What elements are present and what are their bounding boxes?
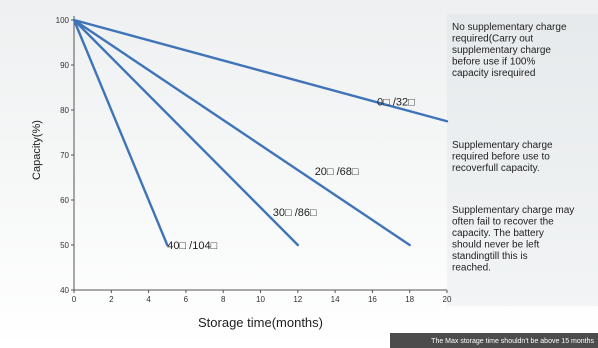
annotation-note: No supplementary charge required(Carry ou…	[452, 22, 567, 79]
series-label: 20□ /68□	[315, 166, 359, 178]
x-tick-label: 18	[405, 295, 414, 304]
series-line	[72, 18, 449, 123]
y-tick-label: 90	[60, 61, 69, 70]
x-tick-label: 4	[146, 295, 151, 304]
x-tick-label: 0	[72, 295, 77, 304]
series-line	[72, 18, 169, 247]
series-label: 0□ /32□	[377, 96, 415, 108]
series-line	[72, 18, 299, 247]
annotation-panel	[447, 14, 598, 306]
series-line	[72, 18, 411, 247]
x-tick-label: 8	[221, 295, 226, 304]
x-tick-label: 2	[109, 295, 114, 304]
y-tick-label: 40	[60, 286, 69, 295]
y-axis-title: Capacity(%)	[31, 120, 43, 180]
x-tick-label: 20	[443, 295, 452, 304]
x-tick-label: 12	[293, 295, 302, 304]
annotation-note: Supplementary charge may often fail to re…	[452, 205, 574, 274]
series-label: 30□ /86□	[273, 207, 317, 219]
series-label: 40□ /104□	[167, 240, 217, 252]
y-tick-label: 50	[60, 241, 69, 250]
x-tick-label: 14	[331, 295, 340, 304]
footnote-text: The Max storage time shouldn't be above …	[431, 338, 594, 345]
x-tick-label: 10	[256, 295, 265, 304]
x-tick-label: 6	[184, 295, 189, 304]
x-tick-label: 16	[368, 295, 377, 304]
x-axis-title: Storage time(months)	[198, 315, 323, 330]
y-tick-label: 70	[60, 151, 69, 160]
annotation-note: Supplementary charge required before use …	[452, 140, 553, 174]
y-tick-label: 60	[60, 196, 69, 205]
y-tick-label: 80	[60, 106, 69, 115]
footnote-bar	[390, 333, 598, 348]
y-tick-label: 100	[56, 16, 70, 25]
